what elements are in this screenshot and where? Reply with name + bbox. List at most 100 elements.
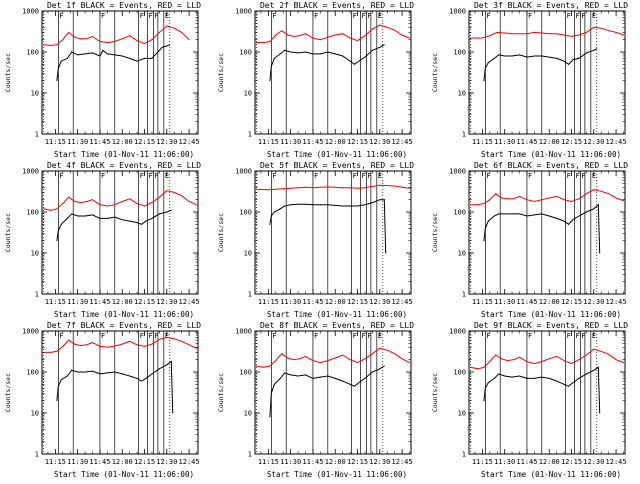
lld-point [496, 31, 498, 33]
events-point [121, 219, 123, 221]
lld-point [335, 357, 337, 359]
plot-frame [254, 170, 412, 295]
chart-title: Det 4f BLACK = Events, RED = LLD [47, 161, 201, 170]
marker-label: F [154, 172, 158, 180]
lld-point [506, 198, 508, 200]
det-panel-5: Det 5f BLACK = Events, RED = LLD Counts/s… [213, 160, 426, 320]
x-tick-label: 12:00 [325, 298, 346, 306]
lld-point [372, 353, 374, 355]
lld-point [166, 190, 168, 192]
events-point [511, 55, 513, 57]
lld-point [401, 34, 403, 36]
lld-point [481, 37, 483, 39]
events-point [269, 416, 271, 418]
events-point [335, 53, 337, 55]
y-axis-label: Counts/sec [431, 373, 439, 412]
lld-point [578, 359, 580, 361]
marker-label: F [140, 332, 144, 340]
events-point [526, 215, 528, 217]
x-tick-label: 12:00 [538, 298, 559, 306]
y-tick-label: 100 [240, 49, 253, 57]
x-tick-label: 11:45 [303, 138, 324, 146]
events-point [372, 202, 374, 204]
events-point [320, 204, 322, 206]
det-chart-svg-8: Det 8f BLACK = Events, RED = LLD Counts/s… [217, 321, 414, 479]
events-point [540, 213, 542, 215]
events-point [166, 211, 168, 213]
events-point [327, 204, 329, 206]
lld-point [615, 197, 617, 199]
x-tick-label: 11:15 [471, 458, 492, 466]
events-point [114, 371, 116, 373]
events-point [563, 60, 565, 62]
x-axis-label: Start Time (01-Nov-11 11:06:00) [481, 470, 621, 479]
lld-point [151, 202, 153, 204]
events-point [280, 208, 282, 210]
lld-series-line [470, 26, 624, 39]
lld-point [92, 342, 94, 344]
events-point [161, 46, 163, 48]
events-point [99, 55, 101, 57]
events-point [77, 54, 79, 56]
lld-point [540, 361, 542, 363]
det-panel-9: Det 9f BLACK = Events, RED = LLD Counts/s… [427, 320, 640, 480]
lld-point [570, 35, 572, 37]
y-tick-label: 1000 [22, 328, 39, 336]
events-point [129, 57, 131, 59]
events-point [511, 376, 513, 378]
lld-point [62, 203, 64, 205]
lld-point [335, 34, 337, 36]
lld-point [600, 190, 602, 192]
events-series-line [56, 209, 172, 241]
lld-point [275, 34, 277, 36]
events-point [533, 377, 535, 379]
events-point [106, 372, 108, 374]
events-point [548, 215, 550, 217]
events-point [290, 51, 292, 53]
events-point [84, 53, 86, 55]
lld-point [305, 33, 307, 35]
events-point [483, 240, 485, 242]
marker-label: F [528, 12, 532, 20]
lld-point [506, 360, 508, 362]
lld-point [335, 186, 337, 188]
events-point [170, 361, 172, 363]
x-tick-label: 12:30 [156, 298, 177, 306]
lld-point [50, 209, 52, 211]
events-point [540, 376, 542, 378]
y-axis-label: Counts/sec [4, 373, 12, 412]
lld-point [188, 201, 190, 203]
chart-title: Det 3f BLACK = Events, RED = LLD [474, 1, 628, 10]
lld-point [607, 30, 609, 32]
lld-point [114, 204, 116, 206]
y-tick-label: 1000 [22, 8, 39, 16]
marker-label: F [154, 12, 158, 20]
det-panel-6: Det 6f BLACK = Events, RED = LLD Counts/s… [427, 160, 640, 320]
x-tick-label: 11:30 [494, 138, 515, 146]
lld-point [563, 360, 565, 362]
lld-point [166, 336, 168, 338]
events-point [71, 51, 73, 53]
x-tick-label: 11:45 [516, 138, 537, 146]
marker-label: F [575, 12, 579, 20]
lld-point [585, 354, 587, 356]
events-point [320, 53, 322, 55]
x-axis-label: Start Time (01-Nov-11 11:06:00) [54, 310, 194, 319]
x-tick-label: 12:30 [156, 458, 177, 466]
lld-point [387, 185, 389, 187]
marker-label: F [575, 332, 579, 340]
events-point [136, 222, 138, 224]
events-point [60, 60, 62, 62]
marker-label: F [140, 172, 144, 180]
y-tick-label: 10 [31, 90, 39, 98]
events-point [354, 63, 356, 65]
lld-point [409, 37, 411, 39]
marker-label: F [101, 12, 105, 20]
events-point [60, 223, 62, 225]
events-point [145, 377, 147, 379]
lld-point [50, 351, 52, 353]
lld-point [136, 203, 138, 205]
events-point [66, 57, 68, 59]
x-tick-label: 11:15 [258, 458, 279, 466]
